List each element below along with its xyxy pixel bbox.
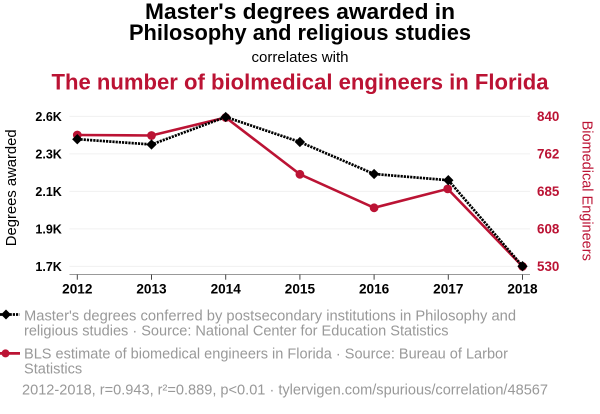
svg-text:2016: 2016 [359,281,390,296]
svg-text:Philosophy and religious studi: Philosophy and religious studies [129,20,471,45]
svg-text:685: 685 [537,184,560,199]
svg-text:2.3K: 2.3K [35,148,61,162]
svg-text:Biomedical Engineers: Biomedical Engineers [578,121,594,261]
svg-text:The number of biolmedical engi: The number of biolmedical engineers in F… [52,70,550,95]
svg-text:Statistics: Statistics [24,361,82,377]
svg-text:Master's degrees awarded in: Master's degrees awarded in [145,0,455,24]
svg-text:2012-2018, r=0.943, r²=0.889,: 2012-2018, r=0.943, r²=0.889, p<0.01 · t… [22,383,548,399]
svg-text:Master's degrees conferred by: Master's degrees conferred by postsecond… [24,309,516,325]
svg-text:840: 840 [537,109,559,124]
svg-text:2014: 2014 [211,281,242,296]
svg-text:2017: 2017 [433,281,463,296]
svg-text:religious studies · Source: Na: religious studies · Source: National Cen… [24,323,449,339]
svg-text:2018: 2018 [507,281,538,296]
svg-text:608: 608 [537,222,560,237]
svg-text:2012: 2012 [62,281,93,296]
svg-text:2013: 2013 [136,281,167,296]
svg-text:530: 530 [537,259,559,274]
svg-text:2.6K: 2.6K [35,110,61,124]
svg-text:762: 762 [537,147,559,162]
svg-text:2015: 2015 [285,281,316,296]
svg-text:correlates with: correlates with [252,49,349,66]
svg-text:2.1K: 2.1K [35,185,61,199]
svg-text:BLS estimate of biomedical eng: BLS estimate of biomedical engineers in … [24,347,508,363]
svg-text:1.7K: 1.7K [35,260,61,274]
svg-text:Degrees awarded: Degrees awarded [4,129,20,246]
svg-text:1.9K: 1.9K [35,223,61,237]
